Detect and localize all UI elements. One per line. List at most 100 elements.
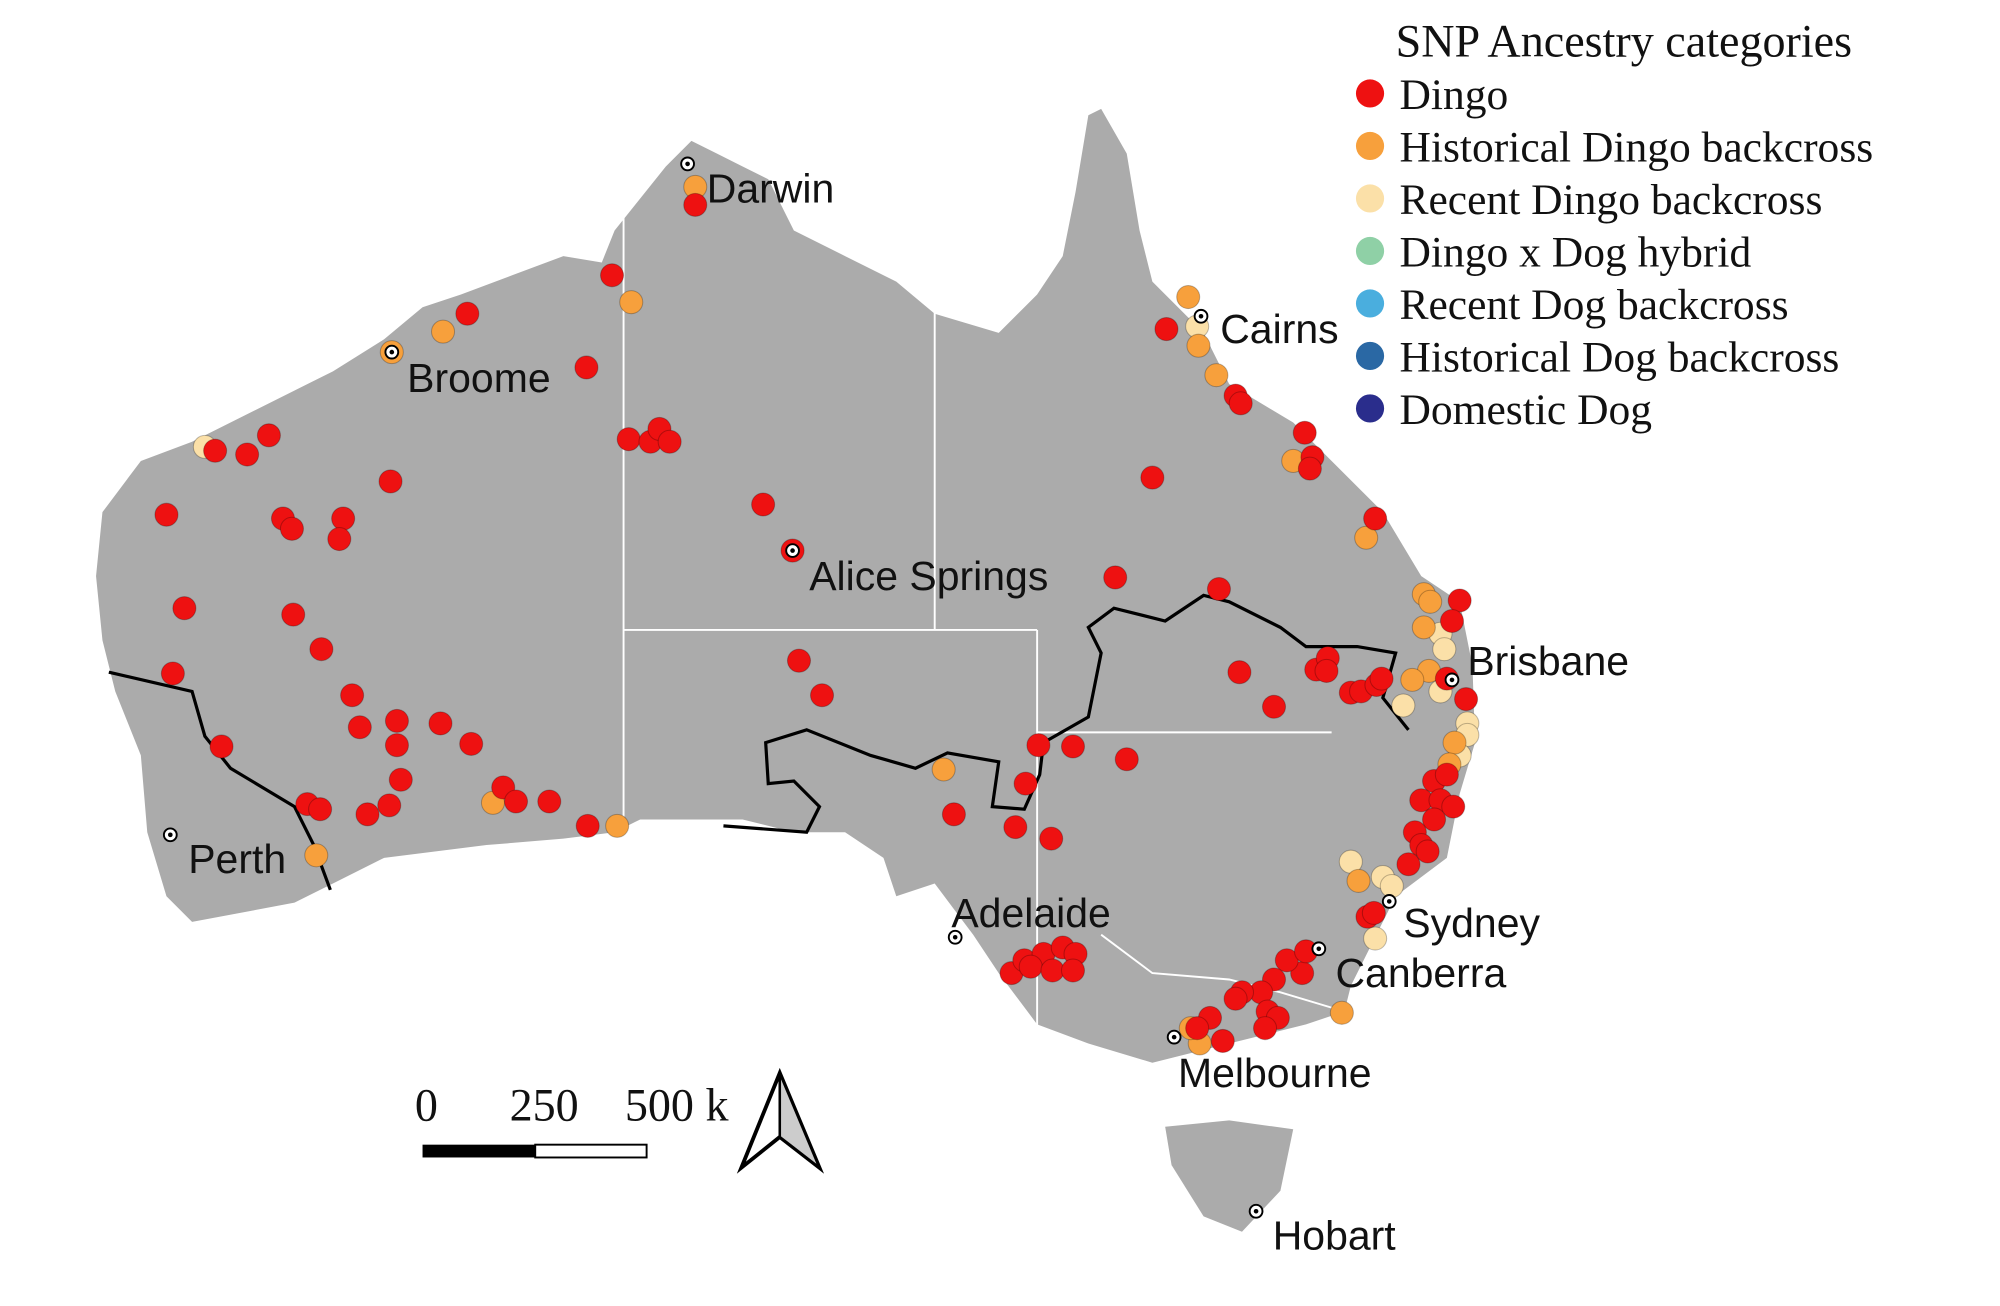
sample-point — [1363, 506, 1388, 531]
city-marker-center — [389, 349, 395, 355]
sample-point — [459, 731, 484, 756]
sample-point — [1314, 658, 1339, 683]
sample-point — [235, 442, 260, 467]
city-marker-center — [1253, 1208, 1259, 1214]
legend-swatch — [1355, 341, 1385, 371]
sample-point — [941, 802, 966, 827]
legend-swatch — [1355, 184, 1385, 213]
sample-point — [1013, 771, 1038, 796]
sample-point — [455, 301, 480, 326]
sample-point — [209, 734, 234, 759]
sample-point — [309, 637, 334, 662]
city-marker-center — [685, 161, 690, 167]
sample-point — [657, 429, 682, 454]
legend-title: SNP Ancestry categories — [1396, 15, 1852, 66]
legend-label: Dingo x Dog hybrid — [1399, 228, 1751, 276]
sample-point — [281, 602, 306, 627]
sample-point — [279, 516, 304, 541]
legend-swatch — [1355, 394, 1385, 423]
sample-point — [1447, 588, 1472, 613]
sample-point — [1040, 958, 1065, 983]
city-label: Hobart — [1273, 1213, 1397, 1259]
sample-point — [1432, 637, 1457, 662]
sample-point — [1292, 420, 1317, 445]
sample-point — [1176, 285, 1201, 310]
sample-point — [388, 767, 413, 792]
city-marker-center — [1386, 899, 1392, 904]
legend-swatch — [1355, 236, 1385, 266]
sample-point — [172, 596, 197, 621]
state-borders — [622, 185, 1345, 1038]
sample-point — [1418, 589, 1443, 614]
sample-point — [1018, 954, 1043, 979]
sample-point — [160, 661, 185, 686]
sample-point — [1228, 391, 1253, 416]
sample-point — [931, 757, 956, 782]
scale-label: 0 — [415, 1079, 438, 1130]
sample-point — [1060, 734, 1086, 759]
sample-point — [1227, 660, 1252, 685]
mainland — [96, 108, 1476, 1063]
city-label: Sydney — [1403, 900, 1540, 946]
sample-point — [1140, 465, 1165, 490]
legend-swatch — [1355, 131, 1385, 161]
legend-label: Historical Dog backcross — [1399, 333, 1839, 381]
city-marker-center — [1316, 946, 1322, 952]
city-marker-center — [1198, 313, 1204, 319]
sample-point — [616, 427, 641, 452]
sample-point — [1434, 762, 1459, 787]
sample-point — [340, 683, 365, 708]
city-label: Melbourne — [1178, 1050, 1372, 1096]
sample-point — [1297, 456, 1322, 481]
sample-point — [605, 813, 630, 838]
sample-point — [1206, 576, 1231, 602]
scale-bar: 0 250 500 k — [415, 1079, 729, 1159]
sample-point — [1026, 733, 1051, 758]
sample-point — [331, 506, 356, 531]
sample-point — [1060, 958, 1086, 983]
sample-point — [347, 715, 372, 740]
sample-point — [1223, 986, 1248, 1011]
city-marker-center — [952, 934, 958, 940]
legend-label: Recent Dog backcross — [1399, 281, 1788, 329]
sample-point — [575, 813, 600, 838]
sample-point — [1391, 693, 1416, 718]
city-label: Canberra — [1335, 950, 1506, 996]
north-arrow — [736, 1067, 825, 1174]
scale-label: 250 — [510, 1079, 579, 1130]
sample-point — [1154, 317, 1179, 342]
sample-point — [683, 192, 708, 217]
city-label: Cairns — [1220, 306, 1338, 352]
sample-point — [1204, 363, 1229, 388]
sample-point — [1114, 747, 1139, 772]
sample-point — [1439, 608, 1465, 634]
sample-point — [428, 711, 453, 736]
legend-swatch — [1355, 79, 1385, 108]
sample-point — [203, 438, 228, 463]
city-label: Adelaide — [951, 890, 1110, 936]
sample-point — [1400, 667, 1425, 692]
sample-point — [384, 733, 409, 758]
city-label: Darwin — [707, 165, 834, 211]
sample-point — [1454, 687, 1479, 712]
city-label: Brisbane — [1467, 638, 1629, 684]
city-marker-center — [790, 548, 795, 553]
legend-label: Historical Dingo backcross — [1399, 123, 1873, 171]
sample-point — [308, 797, 333, 822]
sample-point — [537, 789, 562, 814]
legend-swatch — [1355, 289, 1385, 318]
tasmania — [1165, 1120, 1294, 1232]
sample-point — [1103, 565, 1128, 590]
sample-point — [256, 423, 281, 448]
sample-point — [430, 319, 456, 344]
sample-point — [1346, 868, 1371, 893]
city-marker-center — [168, 832, 173, 838]
sample-point — [786, 648, 812, 673]
sample-point — [1441, 794, 1466, 819]
sample-point — [574, 355, 599, 380]
sample-point — [1411, 615, 1436, 640]
legend-label: Dingo — [1399, 71, 1508, 119]
sample-point — [154, 502, 179, 527]
